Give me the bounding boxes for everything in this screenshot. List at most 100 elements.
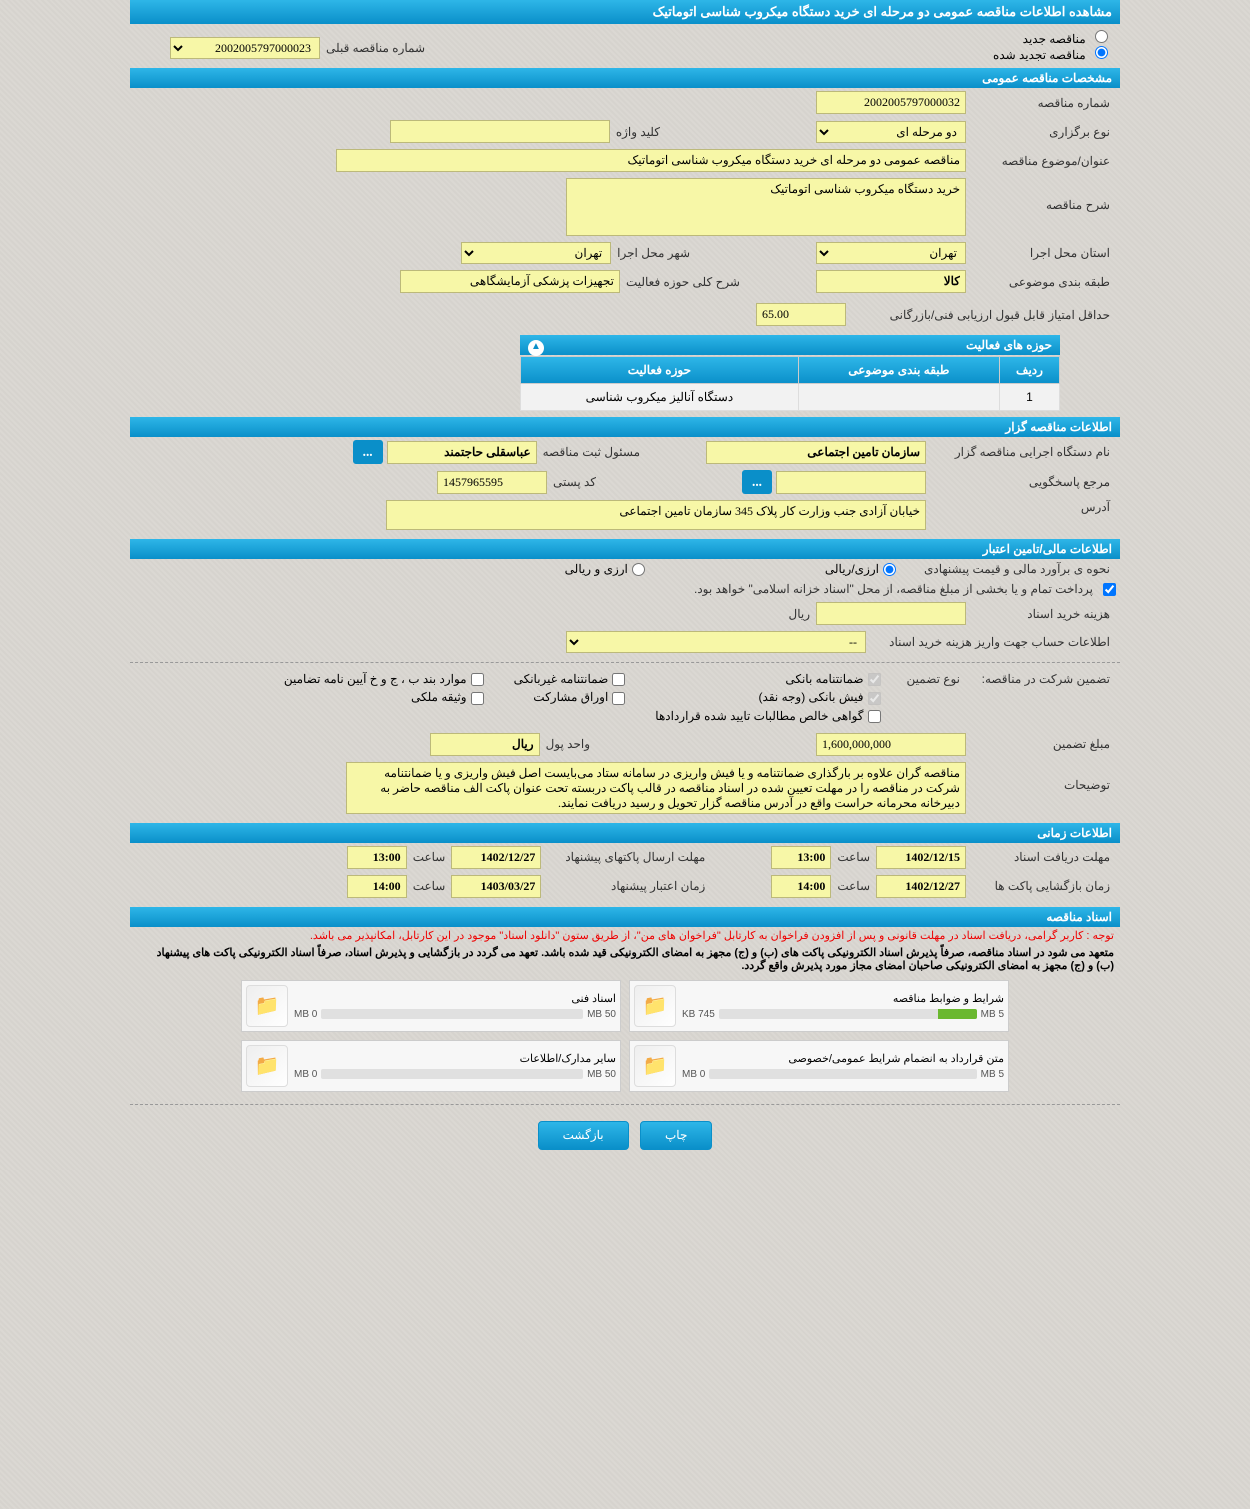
keyword-label: کلید واژه xyxy=(610,125,666,139)
org-contact-field[interactable] xyxy=(776,471,926,494)
collapse-icon[interactable]: ▲ xyxy=(528,340,544,356)
radio-arz-label: ارزی و ریالی xyxy=(565,562,628,576)
doc-box-terms[interactable]: شرایط و ضوابط مناقصه 5 MB 745 KB 📁 xyxy=(629,980,1009,1032)
cb-cash[interactable] xyxy=(868,692,881,705)
remarks-textarea[interactable]: مناقصه گران علاوه بر بارگذاری ضمانتنامه … xyxy=(346,762,966,814)
prev-tender-select[interactable]: 2002005797000023 xyxy=(170,37,320,59)
doc-max: 50 MB xyxy=(587,1069,616,1080)
validity-date[interactable] xyxy=(451,875,541,898)
account-label: اطلاعات حساب جهت واریز هزینه خرید اسناد xyxy=(866,635,1116,649)
back-button[interactable]: بازگشت xyxy=(538,1121,629,1150)
keyword-field[interactable] xyxy=(390,120,610,143)
org-postal-label: کد پستی xyxy=(547,475,602,489)
g-unit-field[interactable] xyxy=(430,733,540,756)
time-label-3: ساعت xyxy=(831,879,876,893)
city-select[interactable]: تهران xyxy=(461,242,611,264)
time-label-2: ساعت xyxy=(407,850,452,864)
treasury-note: پرداخت تمام و یا بخشی از مبلغ مناقصه، از… xyxy=(688,582,1099,596)
time-label-4: ساعت xyxy=(407,879,452,893)
send-time[interactable] xyxy=(347,846,407,869)
org-postal-field[interactable] xyxy=(437,471,547,494)
col-row: ردیف xyxy=(1000,357,1060,384)
cb-rules[interactable] xyxy=(471,673,484,686)
validity-time[interactable] xyxy=(347,875,407,898)
org-address-label: آدرس xyxy=(926,500,1116,514)
account-select[interactable]: -- xyxy=(566,631,866,653)
cb-bonds-label: اوراق مشارکت xyxy=(533,690,608,704)
org-name-label: نام دستگاه اجرایی مناقصه گزار xyxy=(926,445,1116,459)
cb-property-label: وثیقه ملکی xyxy=(411,690,467,704)
section-docs: اسناد مناقصه xyxy=(130,907,1120,927)
cost-field[interactable] xyxy=(816,602,966,625)
cb-cert-label: گواهی خالص مطالبات تایید شده قراردادها xyxy=(655,709,863,723)
remarks-label: توضیحات xyxy=(966,762,1116,792)
hold-type-label: نوع برگزاری xyxy=(966,125,1116,139)
docs-note-black: متعهد می شود در اسناد مناقصه، صرفاً پذیر… xyxy=(130,944,1120,974)
section-general: مشخصات مناقصه عمومی xyxy=(130,68,1120,88)
prev-tender-label: شماره مناقصه قبلی xyxy=(320,41,431,55)
activity-field[interactable] xyxy=(400,270,620,293)
org-resp-field[interactable] xyxy=(387,441,537,464)
cb-nonbank[interactable] xyxy=(612,673,625,686)
org-name-field[interactable] xyxy=(706,441,926,464)
doc-max: 5 MB xyxy=(981,1009,1004,1020)
open-label: زمان بازگشایی پاکت ها xyxy=(966,879,1116,893)
receive-date[interactable] xyxy=(876,846,966,869)
cb-bank[interactable] xyxy=(868,673,881,686)
doc-box-other[interactable]: سایر مدارک/اطلاعات 50 MB 0 MB 📁 xyxy=(241,1040,621,1092)
desc-label: شرح مناقصه xyxy=(966,178,1116,212)
subject-field[interactable] xyxy=(336,149,966,172)
cost-label: هزینه خرید اسناد xyxy=(966,607,1116,621)
g-unit-label: واحد پول xyxy=(540,737,596,751)
province-select[interactable]: تهران xyxy=(816,242,966,264)
send-label: مهلت ارسال پاکتهای پیشنهاد xyxy=(541,850,711,864)
radio-rial[interactable] xyxy=(883,563,896,576)
guarantee-label: تضمین شرکت در مناقصه: xyxy=(966,672,1116,686)
open-date[interactable] xyxy=(876,875,966,898)
doc-box-tech[interactable]: اسناد فنی 50 MB 0 MB 📁 xyxy=(241,980,621,1032)
doc-used: 745 KB xyxy=(682,1009,715,1020)
g-amount-label: مبلغ تضمین xyxy=(966,737,1116,751)
doc-title: اسناد فنی xyxy=(294,992,616,1005)
hold-type-select[interactable]: دو مرحله ای xyxy=(816,121,966,143)
doc-box-contract[interactable]: متن قرارداد به انضمام شرایط عمومی/خصوصی … xyxy=(629,1040,1009,1092)
province-label: استان محل اجرا xyxy=(966,246,1116,260)
send-date[interactable] xyxy=(451,846,541,869)
cb-treasury[interactable] xyxy=(1103,583,1116,596)
org-more-button[interactable]: ... xyxy=(353,440,383,464)
print-button[interactable]: چاپ xyxy=(640,1121,712,1150)
activity-table-header: حوزه های فعالیت xyxy=(966,338,1052,352)
org-address-textarea[interactable]: خیابان آزادی جنب وزارت کار پلاک 345 سازم… xyxy=(386,500,926,530)
col-cat: طبقه بندی موضوعی xyxy=(798,357,999,384)
folder-icon: 📁 xyxy=(246,1045,288,1087)
radio-new-tender[interactable] xyxy=(1095,30,1108,43)
cb-bank-label: ضمانتنامه بانکی xyxy=(785,672,863,686)
org-resp-label: مسئول ثبت مناقصه xyxy=(537,445,646,459)
table-row: 1 دستگاه آنالیز میکروب شناسی xyxy=(521,384,1060,411)
radio-renewed-tender-label: مناقصه تجدید شده xyxy=(993,48,1086,62)
radio-renewed-tender[interactable] xyxy=(1095,46,1108,59)
page-title: مشاهده اطلاعات مناقصه عمومی دو مرحله ای … xyxy=(130,0,1120,24)
receive-time[interactable] xyxy=(771,846,831,869)
radio-new-tender-label: مناقصه جدید xyxy=(1023,32,1086,46)
category-field[interactable] xyxy=(816,270,966,293)
open-time[interactable] xyxy=(771,875,831,898)
doc-used: 0 MB xyxy=(294,1009,317,1020)
section-time: اطلاعات زمانی xyxy=(130,823,1120,843)
doc-title: شرایط و ضوابط مناقصه xyxy=(682,992,1004,1005)
cb-rules-label: موارد بند ب ، ج و خ آیین نامه تضامین xyxy=(284,672,467,686)
docs-note-red: توجه : کاربر گرامی، دریافت اسناد در مهلت… xyxy=(130,927,1120,944)
subject-label: عنوان/موضوع مناقصه xyxy=(966,154,1116,168)
org-contact-button[interactable]: ... xyxy=(742,470,772,494)
tender-no-field[interactable] xyxy=(816,91,966,114)
doc-max: 5 MB xyxy=(981,1069,1004,1080)
doc-title: متن قرارداد به انضمام شرایط عمومی/خصوصی xyxy=(682,1052,1004,1065)
desc-textarea[interactable]: خرید دستگاه میکروب شناسی اتوماتیک xyxy=(566,178,966,236)
cb-property[interactable] xyxy=(471,692,484,705)
cb-bonds[interactable] xyxy=(612,692,625,705)
g-amount-field[interactable] xyxy=(816,733,966,756)
radio-arz[interactable] xyxy=(632,563,645,576)
est-label: نحوه ی برآورد مالی و قیمت پیشنهادی xyxy=(896,562,1116,576)
cb-cert[interactable] xyxy=(868,710,881,723)
min-score-field[interactable] xyxy=(756,303,846,326)
